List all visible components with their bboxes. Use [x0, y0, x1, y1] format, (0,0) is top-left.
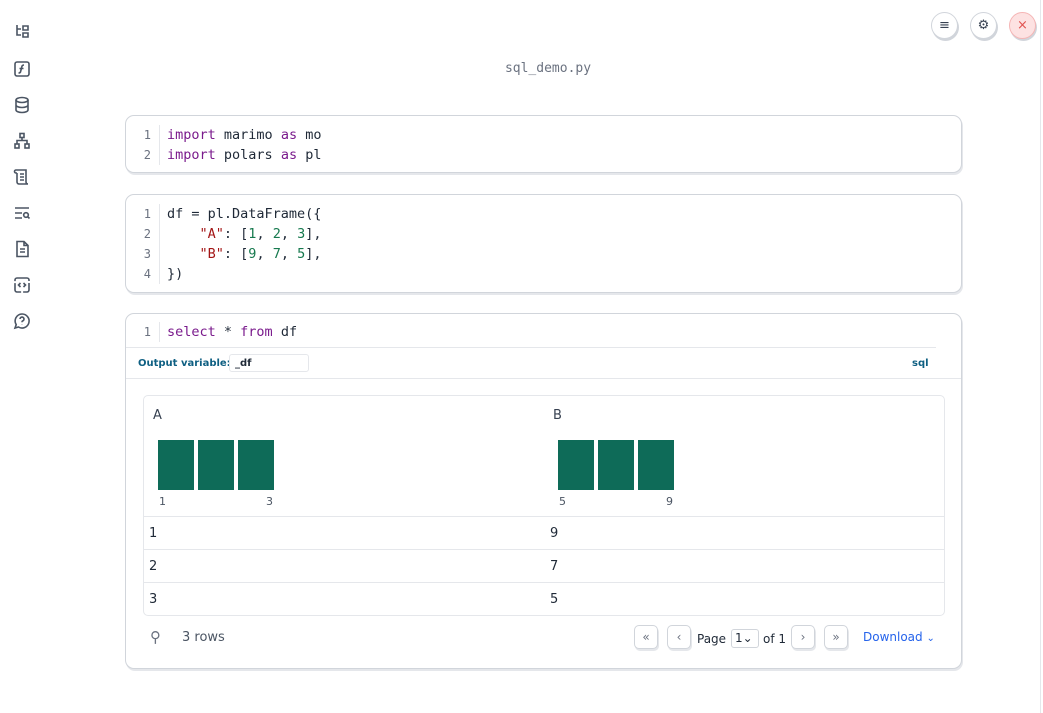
chevron-down-icon: ⌄ [926, 633, 935, 644]
divider [126, 378, 961, 379]
histogram-bar[interactable] [598, 440, 634, 490]
page-value: 1 [735, 631, 743, 645]
settings-button[interactable]: ⚙ [970, 12, 997, 39]
row-count: 3 rows [182, 630, 225, 645]
page-select[interactable]: 1⌄ [731, 629, 759, 648]
database-icon[interactable] [10, 93, 34, 117]
cell-a: 1 [149, 526, 158, 541]
histogram-bar[interactable] [238, 440, 274, 490]
right-border [1040, 0, 1041, 713]
line-number: 2 [126, 145, 160, 165]
line-number: 3 [126, 244, 160, 264]
page-total: of 1 [763, 632, 787, 646]
help-bubble-icon[interactable] [10, 309, 34, 333]
histogram-max: 9 [666, 495, 673, 508]
cell-a: 2 [149, 559, 158, 574]
menu-button[interactable]: ≡ [931, 12, 958, 39]
histogram-bar[interactable] [558, 440, 594, 490]
cell-b: 9 [550, 526, 559, 541]
sql-cell[interactable]: 1 select * from df Output variable: _df s… [125, 313, 962, 669]
next-page-button[interactable]: › [791, 625, 815, 649]
code-line[interactable]: import marimo as mo [167, 127, 322, 143]
histogram-min: 1 [159, 495, 166, 508]
column-header-b[interactable]: B 5 9 [544, 396, 944, 517]
dependency-graph-icon[interactable] [10, 129, 34, 153]
download-button[interactable]: Download ⌄ [863, 630, 935, 644]
cell-b: 7 [550, 559, 559, 574]
file-tree-icon[interactable] [10, 20, 34, 44]
code-line[interactable]: }) [167, 266, 184, 282]
column-name: B [553, 408, 562, 423]
code-line[interactable]: df = pl.DataFrame({ [167, 206, 322, 222]
scroll-icon[interactable] [10, 165, 34, 189]
prev-page-button[interactable]: ‹ [667, 625, 691, 649]
function-icon[interactable] [10, 57, 34, 81]
code-cell-imports[interactable]: 1 import marimo as mo 2 import polars as p… [125, 115, 962, 173]
line-number: 4 [126, 264, 160, 284]
histogram-max: 3 [266, 495, 273, 508]
column-name: A [153, 408, 162, 423]
histogram-bar[interactable] [198, 440, 234, 490]
notebook-title: sql_demo.py [504, 61, 592, 76]
histogram-bar[interactable] [638, 440, 674, 490]
download-label: Download [863, 630, 923, 644]
line-number: 1 [126, 204, 160, 224]
language-label[interactable]: sql [912, 358, 929, 369]
line-number: 2 [126, 224, 160, 244]
output-variable-bar: Output variable: _df sql [126, 347, 936, 378]
search-list-icon[interactable] [10, 201, 34, 225]
column-header-a[interactable]: A 1 3 [144, 396, 544, 517]
code-cell-dataframe[interactable]: 1 df = pl.DataFrame({ 2 "A": [1, 2, 3], 3… [125, 194, 962, 293]
histogram-bar[interactable] [158, 440, 194, 490]
output-variable-label: Output variable: [138, 358, 231, 369]
search-icon[interactable]: ⚲ [150, 628, 161, 646]
code-line[interactable]: "B": [9, 7, 5], [199, 246, 322, 262]
code-snippet-icon[interactable] [10, 273, 34, 297]
close-button[interactable]: × [1009, 12, 1036, 39]
cell-b: 5 [550, 592, 559, 607]
first-page-button[interactable]: « [634, 625, 658, 649]
last-page-button[interactable]: » [824, 625, 848, 649]
line-number: 1 [126, 322, 160, 342]
cell-a: 3 [149, 592, 158, 607]
code-line[interactable]: "A": [1, 2, 3], [199, 226, 322, 242]
code-line[interactable]: import polars as pl [167, 147, 322, 163]
output-variable-input[interactable]: _df [229, 354, 309, 372]
histogram-min: 5 [559, 495, 566, 508]
page-label: Page [697, 632, 727, 646]
document-icon[interactable] [10, 237, 34, 261]
code-line[interactable]: select * from df [167, 324, 298, 340]
line-number: 1 [126, 125, 160, 145]
